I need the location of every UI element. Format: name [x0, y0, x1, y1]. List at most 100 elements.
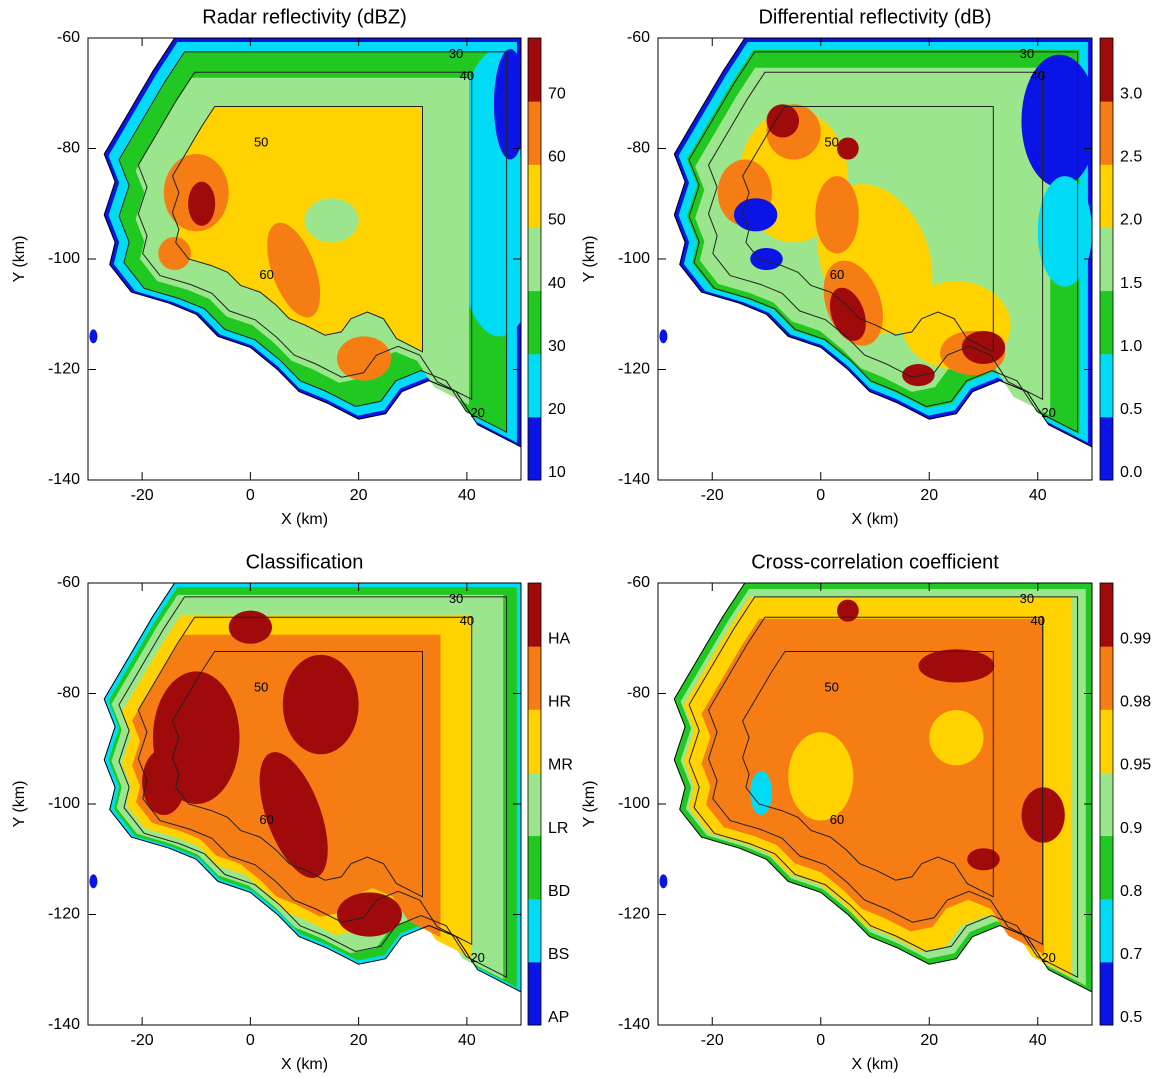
colorbar-swatch — [1100, 772, 1113, 837]
y-tick-label: -60 — [627, 29, 650, 46]
field-region — [158, 236, 191, 271]
colorbar-frame — [1099, 37, 1114, 481]
colorbar-label: 1.5 — [1120, 275, 1142, 292]
x-axis-label: X (km) — [851, 511, 898, 528]
colorbar-swatch — [1100, 290, 1113, 355]
colorbar-swatch — [528, 164, 541, 228]
x-tick-label: 20 — [920, 1032, 938, 1049]
colorbar-label: 40 — [548, 275, 566, 292]
contour-label: 30 — [1020, 591, 1034, 606]
field-region — [837, 137, 859, 160]
colorbar-swatch — [528, 353, 541, 418]
contour-label: 50 — [254, 134, 268, 149]
x-tick-label: -20 — [701, 1032, 724, 1049]
field-region — [918, 649, 995, 683]
colorbar-swatch — [1100, 353, 1113, 418]
y-tick-label: -80 — [627, 685, 650, 702]
y-tick-label: -120 — [48, 906, 80, 923]
field-region — [1021, 787, 1065, 843]
y-tick-label: -140 — [618, 471, 650, 488]
field-region — [815, 176, 859, 254]
colorbar-swatch — [1100, 583, 1113, 647]
chart-title: Differential reflectivity (dB) — [758, 6, 991, 28]
x-tick-label: 40 — [458, 487, 476, 504]
contour-line — [742, 651, 994, 898]
field-region — [929, 710, 984, 766]
panel: 30 40 50 60 20 -20 0 20 40 -140 -120 -100 -80 -60 Rada… — [11, 6, 566, 528]
field-region — [336, 892, 402, 937]
chart-title: Classification — [246, 551, 364, 573]
chart-title: Radar reflectivity (dBZ) — [202, 6, 407, 28]
x-tick-label: 0 — [246, 1032, 255, 1049]
colorbar-swatch — [528, 101, 541, 165]
y-tick-label: -80 — [57, 685, 80, 702]
colorbar-swatch — [1100, 709, 1113, 773]
x-axis-label: X (km) — [281, 1056, 328, 1073]
contour-label: 40 — [1031, 613, 1045, 628]
colorbar-swatch — [528, 772, 541, 837]
contour-label: 50 — [824, 679, 838, 694]
contour-label: 60 — [830, 812, 844, 827]
x-tick-label: 0 — [816, 487, 825, 504]
colorbar-label: AP — [548, 1009, 569, 1026]
field-region — [750, 247, 783, 271]
colorbar-frame — [527, 37, 542, 481]
contour-label: 60 — [259, 812, 273, 827]
colorbar-swatch — [1100, 164, 1113, 228]
colorbar-swatch — [528, 646, 541, 710]
colorbar-label: 2.5 — [1120, 149, 1142, 166]
colorbar-swatch — [528, 38, 541, 102]
y-tick-label: -80 — [57, 140, 80, 157]
contour-line — [688, 596, 1079, 979]
x-tick-label: 0 — [246, 487, 255, 504]
colorbar-swatch — [528, 227, 541, 292]
field-region — [967, 848, 1000, 871]
contour-label: 60 — [830, 267, 844, 282]
y-tick-label: -80 — [627, 140, 650, 157]
colorbar-label: 1.0 — [1120, 338, 1142, 355]
colorbar-label: 0.99 — [1120, 630, 1151, 647]
field-region — [837, 599, 859, 622]
panel: 30 40 50 60 20 -20 0 20 40 -140 -120 -100 -80 -60 Diff… — [581, 6, 1142, 528]
colorbar-label: 20 — [548, 401, 566, 418]
colorbar-swatch — [528, 961, 541, 1026]
field-region — [733, 198, 778, 232]
colorbar-label: 0.95 — [1120, 757, 1151, 774]
x-tick-label: 0 — [816, 1032, 825, 1049]
contour-label: 50 — [824, 134, 838, 149]
colorbar-swatch — [1100, 835, 1113, 900]
colorbar-label: 0.7 — [1120, 946, 1142, 963]
contour-label: 20 — [470, 405, 484, 420]
contour-label: 40 — [460, 68, 474, 83]
y-axis-label: Y (km) — [11, 781, 28, 828]
y-tick-label: -60 — [627, 574, 650, 591]
y-axis-label: Y (km) — [581, 781, 598, 828]
field-region — [336, 336, 392, 381]
y-tick-label: -140 — [48, 471, 80, 488]
y-axis-label: Y (km) — [11, 236, 28, 283]
y-tick-label: -100 — [618, 795, 650, 812]
contour-line — [137, 616, 473, 946]
field: 30 40 50 60 20 — [659, 583, 1092, 993]
colorbar-label: MR — [548, 757, 573, 774]
contour-label: 40 — [1031, 68, 1045, 83]
field-region — [259, 752, 328, 879]
field-region — [188, 181, 216, 226]
chart-title: Cross-correlation coefficient — [751, 551, 999, 573]
y-tick-label: -140 — [618, 1016, 650, 1033]
colorbar-swatch — [1100, 227, 1113, 292]
contour-line — [171, 106, 423, 353]
contour-label: 40 — [460, 613, 474, 628]
y-tick-label: -120 — [618, 906, 650, 923]
colorbar-label: 0.5 — [1120, 401, 1142, 418]
y-tick-label: -100 — [48, 250, 80, 267]
y-axis-label: Y (km) — [581, 236, 598, 283]
field-region — [829, 287, 866, 341]
colorbar-swatch — [1100, 101, 1113, 165]
y-tick-label: -120 — [618, 361, 650, 378]
contour-line — [742, 106, 994, 353]
x-axis-label: X (km) — [281, 511, 328, 528]
y-tick-label: -120 — [48, 361, 80, 378]
contour-label: 30 — [449, 46, 463, 61]
